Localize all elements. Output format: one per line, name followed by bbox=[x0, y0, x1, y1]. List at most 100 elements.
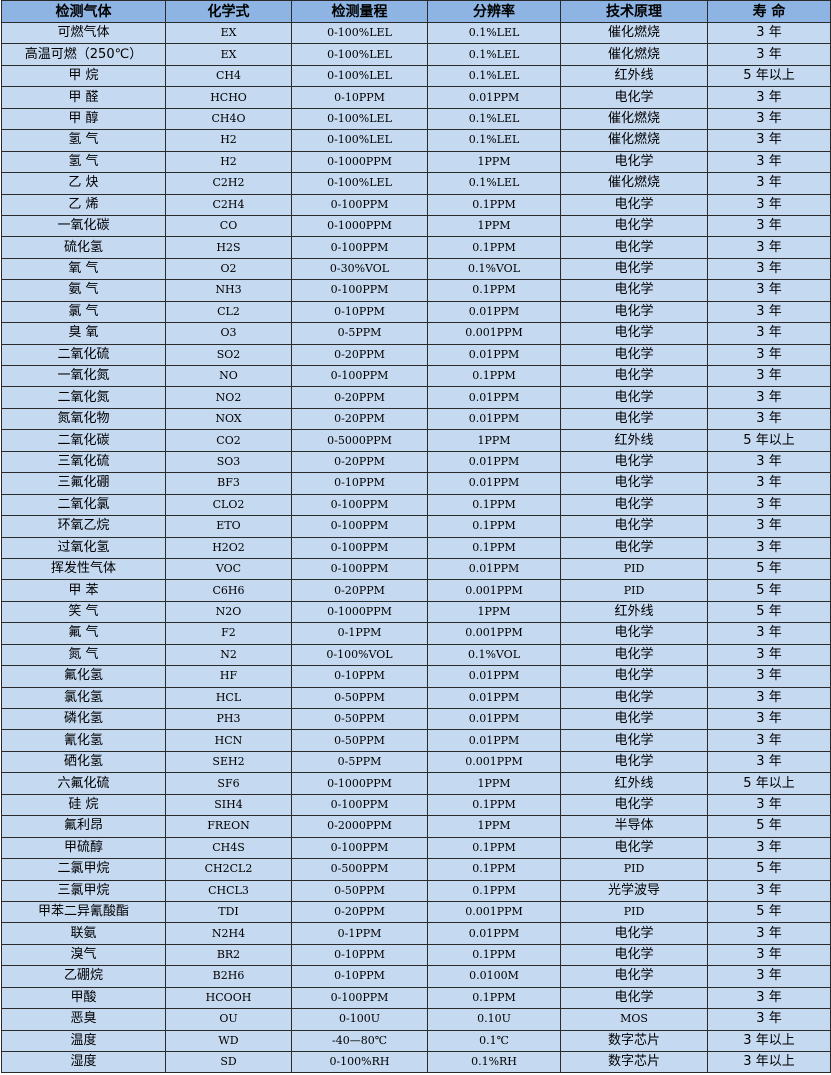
cell-lifetime: 3 年 bbox=[707, 236, 831, 259]
cell-principle: 电化学 bbox=[560, 386, 708, 409]
table-row: 挥发性气体 VOC 0-100PPM 0.01PPM PID 5 年 bbox=[1, 557, 831, 581]
cell-resolution: 0.1PPM bbox=[427, 279, 561, 302]
cell-gas-name: 甲 醇 bbox=[1, 107, 166, 131]
cell-gas-name: 一氧化碳 bbox=[1, 214, 166, 238]
cell-gas-name: 氯 气 bbox=[1, 300, 166, 324]
cell-gas-name: 六氟化硫 bbox=[1, 772, 166, 795]
cell-resolution: 0.001PPM bbox=[427, 322, 561, 345]
cell-range: 0-10PPM bbox=[291, 472, 428, 495]
cell-formula: HCHO bbox=[165, 86, 292, 109]
cell-resolution: 0.1%LEL bbox=[427, 64, 561, 88]
cell-principle: 光学波导 bbox=[560, 879, 708, 902]
cell-gas-name: 甲酸 bbox=[1, 986, 166, 1010]
column-header-principle: 技术原理 bbox=[560, 0, 708, 23]
cell-resolution: 0.1PPM bbox=[427, 364, 561, 388]
cell-range: 0-100%LEL bbox=[291, 107, 428, 131]
cell-range: 0-50PPM bbox=[291, 879, 428, 902]
table-row: 氢 气 H2 0-100%LEL 0.1%LEL 催化燃烧 3 年 bbox=[1, 129, 831, 152]
cell-range: 0-20PPM bbox=[291, 900, 428, 924]
cell-resolution: 0.0100M bbox=[427, 965, 561, 988]
cell-principle: PID bbox=[560, 858, 708, 881]
column-header-resolution: 分辨率 bbox=[427, 0, 561, 23]
cell-gas-name: 二氯甲烷 bbox=[1, 858, 166, 881]
cell-principle: 电化学 bbox=[560, 322, 708, 345]
cell-gas-name: 氮氧化物 bbox=[1, 407, 166, 431]
cell-gas-name: 恶臭 bbox=[1, 1008, 166, 1031]
table-row: 过氧化氢 H2O2 0-100PPM 0.1PPM 电化学 3 年 bbox=[1, 536, 831, 559]
cell-resolution: 0.01PPM bbox=[427, 686, 561, 710]
cell-resolution: 0.01PPM bbox=[427, 86, 561, 109]
cell-formula: NH3 bbox=[165, 279, 292, 302]
cell-principle: 电化学 bbox=[560, 300, 708, 324]
cell-resolution: 0.1PPM bbox=[427, 879, 561, 902]
cell-lifetime: 5 年 bbox=[707, 600, 831, 624]
cell-lifetime: 5 年 bbox=[707, 557, 831, 581]
cell-range: 0-5000PPM bbox=[291, 429, 428, 452]
cell-gas-name: 可燃气体 bbox=[1, 21, 166, 45]
cell-principle: 电化学 bbox=[560, 943, 708, 967]
cell-principle: 电化学 bbox=[560, 536, 708, 559]
cell-range: 0-100PPM bbox=[291, 793, 428, 817]
cell-principle: 电化学 bbox=[560, 86, 708, 109]
cell-principle: 电化学 bbox=[560, 407, 708, 431]
cell-gas-name: 二氧化氯 bbox=[1, 493, 166, 517]
cell-resolution: 0.001PPM bbox=[427, 622, 561, 645]
table-row: 氮氧化物 NOX 0-20PPM 0.01PPM 电化学 3 年 bbox=[1, 407, 831, 431]
cell-range: 0-20PPM bbox=[291, 386, 428, 409]
cell-range: 0-1000PPM bbox=[291, 772, 428, 795]
cell-formula: NO2 bbox=[165, 386, 292, 409]
table-row: 一氧化氮 NO 0-100PPM 0.1PPM 电化学 3 年 bbox=[1, 364, 831, 388]
cell-principle: 电化学 bbox=[560, 279, 708, 302]
cell-range: 0-100%RH bbox=[291, 1050, 428, 1074]
cell-resolution: 0.001PPM bbox=[427, 579, 561, 602]
cell-principle: 电化学 bbox=[560, 257, 708, 281]
cell-resolution: 0.1PPM bbox=[427, 493, 561, 517]
cell-range: 0-100PPM bbox=[291, 279, 428, 302]
cell-principle: 电化学 bbox=[560, 214, 708, 238]
cell-range: 0-100%VOL bbox=[291, 643, 428, 667]
cell-gas-name: 甲硫醇 bbox=[1, 836, 166, 860]
cell-resolution: 0.1PPM bbox=[427, 986, 561, 1010]
cell-formula: SIH4 bbox=[165, 793, 292, 817]
cell-lifetime: 5 年 bbox=[707, 579, 831, 602]
cell-range: 0-100%LEL bbox=[291, 21, 428, 45]
cell-resolution: 1PPM bbox=[427, 600, 561, 624]
cell-resolution: 0.01PPM bbox=[427, 472, 561, 495]
cell-resolution: 1PPM bbox=[427, 150, 561, 174]
cell-lifetime: 3 年 bbox=[707, 472, 831, 495]
cell-range: 0-5PPM bbox=[291, 750, 428, 774]
cell-gas-name: 氟利昂 bbox=[1, 815, 166, 838]
cell-lifetime: 3 年 bbox=[707, 150, 831, 174]
table-row: 氯化氢 HCL 0-50PPM 0.01PPM 电化学 3 年 bbox=[1, 686, 831, 710]
cell-range: 0-5PPM bbox=[291, 322, 428, 345]
cell-range: 0-100PPM bbox=[291, 986, 428, 1010]
cell-lifetime: 3 年 bbox=[707, 729, 831, 752]
cell-principle: 数字芯片 bbox=[560, 1029, 708, 1053]
table-row: 湿度 SD 0-100%RH 0.1%RH 数字芯片 3 年以上 bbox=[1, 1050, 831, 1074]
cell-range: 0-50PPM bbox=[291, 729, 428, 752]
cell-gas-name: 乙 烯 bbox=[1, 193, 166, 216]
cell-principle: 催化燃烧 bbox=[560, 107, 708, 131]
cell-resolution: 0.1PPM bbox=[427, 515, 561, 538]
cell-gas-name: 二氧化氮 bbox=[1, 386, 166, 409]
table-row: 氰化氢 HCN 0-50PPM 0.01PPM 电化学 3 年 bbox=[1, 729, 831, 752]
cell-range: 0-1000PPM bbox=[291, 600, 428, 624]
cell-formula: CH4S bbox=[165, 836, 292, 860]
cell-principle: PID bbox=[560, 900, 708, 924]
cell-lifetime: 5 年 bbox=[707, 900, 831, 924]
cell-resolution: 0.01PPM bbox=[427, 665, 561, 688]
table-row: 氧 气 O2 0-30%VOL 0.1%VOL 电化学 3 年 bbox=[1, 257, 831, 281]
cell-resolution: 0.01PPM bbox=[427, 922, 561, 945]
cell-resolution: 0.1℃ bbox=[427, 1029, 561, 1053]
cell-lifetime: 3 年 bbox=[707, 86, 831, 109]
cell-gas-name: 氢 气 bbox=[1, 129, 166, 152]
cell-resolution: 0.01PPM bbox=[427, 557, 561, 581]
cell-principle: 催化燃烧 bbox=[560, 129, 708, 152]
table-row: 甲 烷 CH4 0-100%LEL 0.1%LEL 红外线 5 年以上 bbox=[1, 64, 831, 88]
cell-lifetime: 3 年 bbox=[707, 279, 831, 302]
table-row: 甲 苯 C6H6 0-20PPM 0.001PPM PID 5 年 bbox=[1, 579, 831, 602]
cell-formula: BF3 bbox=[165, 472, 292, 495]
cell-formula: CLO2 bbox=[165, 493, 292, 517]
table-row: 甲硫醇 CH4S 0-100PPM 0.1PPM 电化学 3 年 bbox=[1, 836, 831, 860]
cell-resolution: 0.1PPM bbox=[427, 193, 561, 216]
